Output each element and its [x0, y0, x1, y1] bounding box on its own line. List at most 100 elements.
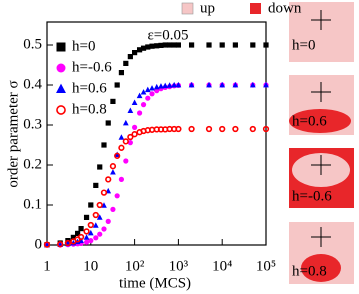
- data-point: [70, 234, 76, 240]
- data-point: [175, 42, 181, 48]
- data-point: [118, 70, 125, 76]
- data-point: [249, 81, 256, 88]
- data-point: [122, 138, 129, 145]
- snapshot-panel: h=-0.6: [289, 148, 354, 208]
- phase-swatch: [250, 3, 261, 14]
- data-point: [105, 176, 112, 183]
- data-point: [263, 81, 269, 88]
- data-point: [64, 239, 72, 247]
- snapshot-label: h=0.8: [292, 263, 327, 279]
- y-axis-label: order parameter σ: [5, 80, 21, 187]
- data-point: [140, 89, 147, 95]
- data-point: [188, 42, 195, 48]
- data-point: [232, 81, 239, 88]
- x-axis-label: time (MCS): [119, 275, 191, 291]
- data-point: [162, 42, 168, 48]
- data-point: [162, 82, 169, 89]
- data-point: [206, 81, 212, 88]
- data-point: [83, 239, 90, 245]
- snapshot-label: h=-0.6: [292, 188, 332, 204]
- data-point: [149, 91, 155, 97]
- data-point: [88, 202, 94, 208]
- snapshot-panel: h=0: [289, 2, 354, 62]
- data-point: [145, 44, 151, 50]
- data-point: [127, 107, 134, 113]
- legend-label: h=0.8: [72, 101, 107, 117]
- data-point: [127, 140, 133, 146]
- plot-area: 0 0.1 0.2 0.3 0.4 0.5 1 10 10² 10³ 10⁴ 10⁵ h=0 h=-0.6…: [23, 36, 276, 274]
- data-point: [219, 125, 226, 133]
- data-point: [105, 218, 111, 224]
- data-point: [75, 230, 81, 236]
- data-point: [43, 241, 51, 248]
- data-point: [132, 124, 138, 130]
- x-tick-label: 10: [83, 258, 98, 274]
- data-point: [154, 43, 160, 49]
- plot-frame: [46, 21, 267, 246]
- data-point: [110, 206, 116, 212]
- legend-marker: [56, 42, 66, 52]
- data-point: [136, 110, 143, 116]
- x-tick-label: 1: [43, 258, 51, 274]
- data-point: [206, 42, 212, 48]
- data-point: [114, 152, 121, 159]
- data-point: [250, 42, 256, 48]
- data-point: [101, 142, 107, 148]
- data-point: [249, 125, 256, 133]
- data-point: [136, 47, 143, 53]
- legend-marker: [56, 105, 66, 115]
- data-point: [132, 50, 138, 56]
- data-point: [188, 125, 195, 133]
- data-point: [110, 98, 116, 104]
- data-point: [96, 201, 103, 209]
- data-point: [122, 119, 129, 126]
- data-point: [205, 125, 213, 133]
- y-tick-label: 0: [35, 236, 43, 252]
- data-point: [262, 125, 270, 133]
- x-tick-label: 10²: [125, 258, 145, 274]
- legend-label: h=0.6: [72, 80, 107, 96]
- annotation: ε=0.05: [147, 27, 188, 43]
- data-point: [188, 81, 195, 88]
- data-point: [175, 125, 182, 133]
- data-point: [153, 83, 160, 90]
- data-point: [167, 42, 173, 48]
- y-tick-label: 0.1: [23, 196, 42, 212]
- data-point: [57, 241, 64, 248]
- legend-label: h=0: [72, 38, 95, 54]
- y-tick-label: 0.3: [23, 116, 42, 132]
- data-point: [83, 214, 90, 220]
- data-point: [109, 163, 117, 170]
- data-point: [93, 182, 99, 188]
- data-point: [175, 81, 182, 88]
- y-tick-label: 0.2: [23, 156, 42, 172]
- data-point: [149, 85, 155, 91]
- phase-legend-label: up: [200, 0, 215, 16]
- data-point: [110, 169, 116, 175]
- data-point: [114, 82, 120, 88]
- data-point: [263, 42, 269, 48]
- data-point: [219, 42, 225, 48]
- data-point: [123, 60, 129, 66]
- data-point: [93, 235, 99, 241]
- data-point: [97, 231, 103, 237]
- snapshot-label: h=0.6: [292, 113, 327, 129]
- data-point: [131, 99, 138, 105]
- data-point: [105, 120, 111, 126]
- data-point: [118, 176, 125, 182]
- data-point: [158, 83, 164, 89]
- data-point: [144, 86, 151, 93]
- data-point: [158, 42, 164, 48]
- data-point: [127, 133, 134, 141]
- data-point: [166, 82, 173, 88]
- data-point: [88, 238, 94, 244]
- data-point: [127, 54, 133, 60]
- data-point: [92, 211, 99, 219]
- data-point: [77, 233, 85, 241]
- data-point: [114, 193, 120, 199]
- data-point: [87, 229, 94, 236]
- data-point: [171, 81, 178, 88]
- legend-marker: [56, 83, 66, 94]
- data-point: [118, 144, 125, 151]
- data-point: [101, 226, 107, 232]
